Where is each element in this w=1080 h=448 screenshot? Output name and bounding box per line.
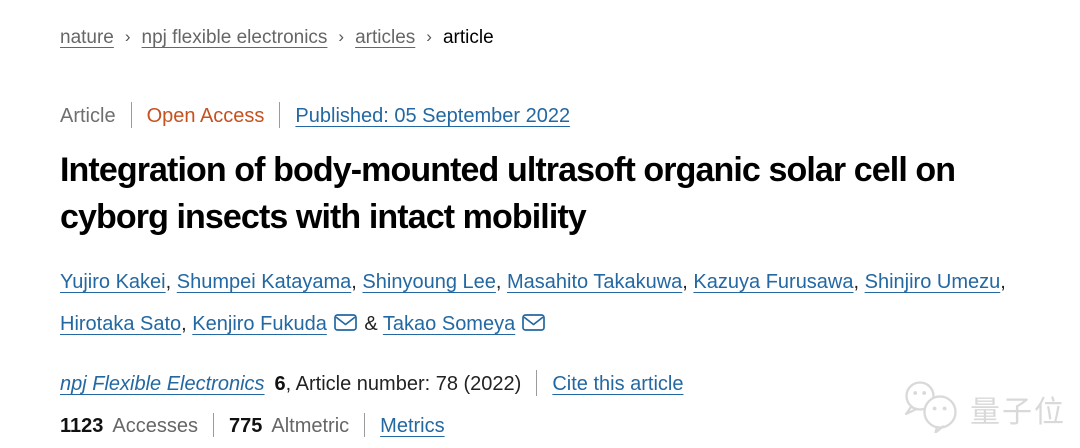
separator-bar [279,102,281,128]
author-separator: , [181,313,193,335]
article-title: Integration of body-mounted ultrasoft or… [60,151,956,236]
article-meta: Article Open Access Published: 05 Septembe… [60,102,1080,128]
author-link[interactable]: Kenjiro Fukuda [192,313,327,335]
author-separator: & [358,313,383,335]
email-envelope-icon[interactable] [333,314,357,336]
author-link[interactable]: Shinyoung Lee [362,271,496,293]
altmetric-label: Altmetric [271,415,350,437]
article-number-text: , Article number: 78 (2022) [285,373,522,395]
author-link[interactable]: Yujiro Kakei [60,271,166,293]
author-link[interactable]: Masahito Takakuwa [507,271,683,293]
author-link[interactable]: Shinjiro Umezu [864,271,1001,293]
chevron-right-icon: › [338,27,345,46]
journal-volume: 6 [274,373,286,395]
open-access-label: Open Access [146,105,265,127]
separator-bar [212,413,214,437]
journal-name-link[interactable]: npj Flexible Electronics [60,373,265,395]
author-separator: , [853,271,865,293]
author-separator: , [682,271,694,293]
separator-bar [130,102,132,128]
article-header-page: nature › npj flexible electronics › articles… [60,26,1080,439]
metrics-link[interactable]: Metrics [380,415,445,437]
breadcrumb-articles[interactable]: articles [355,27,416,48]
cite-this-article-link[interactable]: Cite this article [552,373,684,395]
chevron-right-icon: › [426,27,432,46]
breadcrumb: nature › npj flexible electronics › articles… [60,26,1080,49]
author-separator: , [165,271,177,293]
author-separator: , [495,271,507,293]
email-envelope-icon[interactable] [522,314,546,336]
metrics-bar: 1123 Accesses 775 Altmetric Metrics [60,413,1080,439]
author-separator: , [351,271,363,293]
content-type-label: Article [60,105,116,127]
breadcrumb-nature[interactable]: nature [60,27,114,48]
author-link[interactable]: Shumpei Katayama [176,271,352,293]
author-link[interactable]: Kazuya Furusawa [693,271,854,293]
author-separator: , [1000,271,1006,293]
chevron-right-icon: › [124,27,131,46]
journal-line: npj Flexible Electronics 6, Article numbe… [60,370,1080,397]
altmetric-count: 775 [228,415,263,437]
accesses-label: Accesses [112,415,198,437]
accesses-count: 1123 [60,415,104,437]
author-list: Yujiro Kakei, Shumpei Katayama, Shinyoun… [60,261,1010,346]
author-link[interactable]: Takao Someya [382,313,516,335]
breadcrumb-journal[interactable]: npj flexible electronics [141,27,328,48]
author-link[interactable]: Hirotaka Sato [60,313,182,335]
separator-bar [536,370,538,396]
published-date-link[interactable]: Published: 05 September 2022 [295,105,571,127]
breadcrumb-current-article: article [442,27,494,48]
separator-bar [364,413,366,437]
